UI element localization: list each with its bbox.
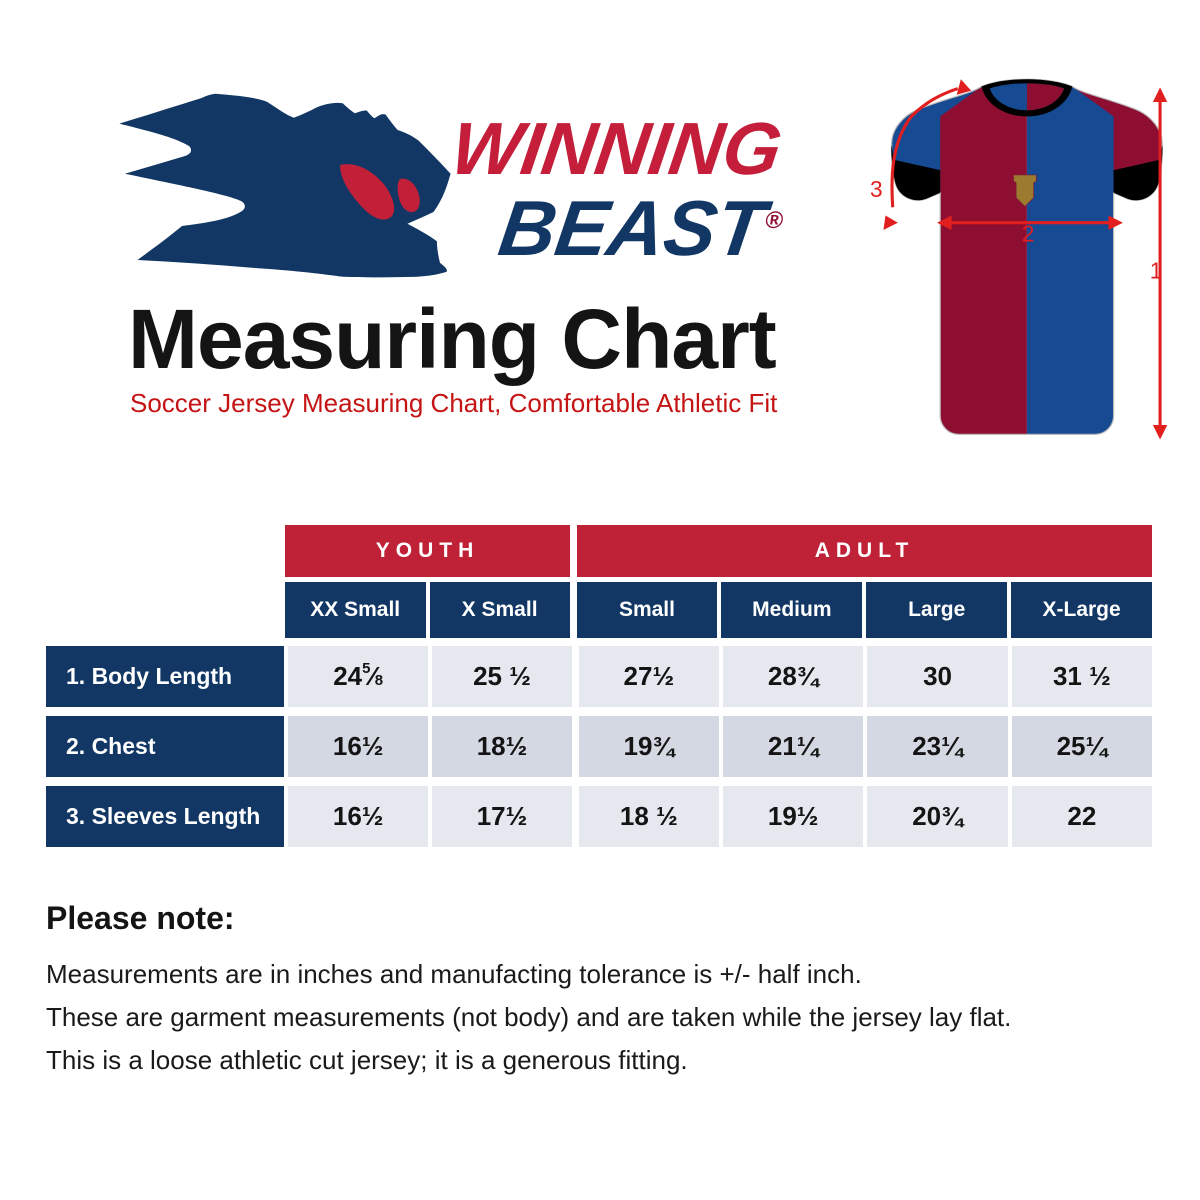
svg-text:3: 3	[870, 176, 883, 202]
svg-text:1: 1	[1150, 257, 1163, 283]
svg-text:2: 2	[1022, 220, 1035, 246]
